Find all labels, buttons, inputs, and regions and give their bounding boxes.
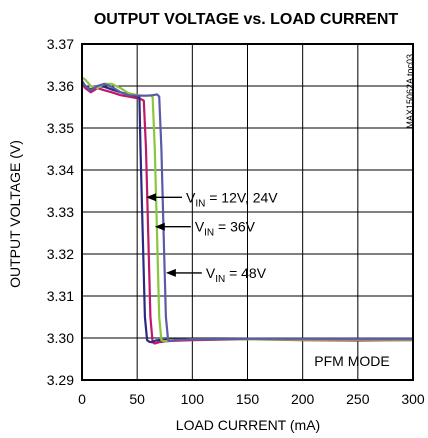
y-tick-label: 3.34: [47, 162, 74, 178]
annotation-label-2: VIN = 36V: [195, 219, 256, 239]
y-tick-label: 3.35: [47, 120, 74, 136]
y-tick-label: 3.32: [47, 246, 74, 262]
y-tick-label: 3.33: [47, 204, 74, 220]
annotation-subscript: IN: [204, 228, 214, 239]
mode-label: PFM MODE: [314, 353, 389, 369]
chart-title: OUTPUT VOLTAGE vs. LOAD CURRENT: [94, 11, 399, 28]
annotations: VIN = 12V, 24V VIN = 36V VIN = 48V: [146, 189, 278, 285]
annotation-subscript: IN: [215, 274, 225, 285]
annotation-rest: = 36V: [214, 219, 256, 235]
annotation-subscript: IN: [195, 198, 205, 209]
x-tick-label: 0: [78, 391, 86, 407]
y-tick-label: 3.36: [47, 78, 74, 94]
y-axis-label: OUTPUT VOLTAGE (V): [7, 140, 23, 288]
annotation-label-3: VIN = 48V: [206, 265, 267, 285]
annotation-rest: = 48V: [225, 265, 267, 281]
y-tick-label: 3.29: [47, 372, 74, 388]
annotation-rest: = 12V, 24V: [205, 189, 278, 205]
x-tick-label: 300: [401, 391, 425, 407]
x-tick-label: 200: [291, 391, 315, 407]
x-tick-label: 250: [346, 391, 370, 407]
x-axis-label: LOAD CURRENT (mA): [176, 417, 320, 433]
annotation-arrow-head: [166, 269, 176, 277]
y-tick-label: 3.37: [47, 36, 74, 52]
annotation-label-1: VIN = 12V, 24V: [186, 189, 278, 209]
x-tick-label: 100: [181, 391, 205, 407]
y-tick-label: 3.31: [47, 288, 74, 304]
x-tick-label: 150: [236, 391, 260, 407]
x-tick-label: 50: [129, 391, 145, 407]
y-tick-label: 3.30: [47, 330, 74, 346]
figure-code: MAX15062A toc03: [405, 54, 415, 129]
